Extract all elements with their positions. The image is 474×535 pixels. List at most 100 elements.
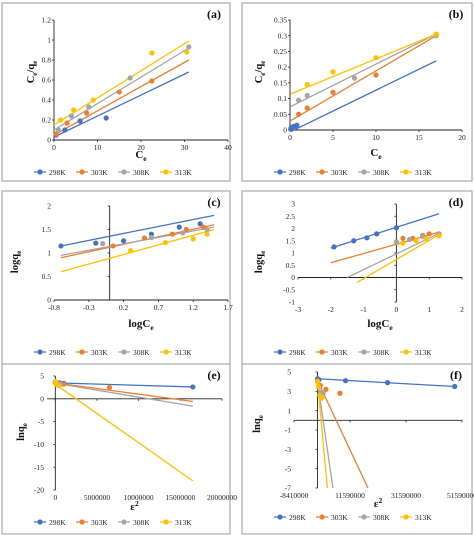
data-point-303K: [373, 72, 379, 78]
y-axis-label-part: e: [31, 73, 39, 76]
data-point-313K: [70, 107, 77, 113]
y-tick-label: 3: [291, 200, 295, 209]
data-point-298K: [77, 118, 83, 124]
x-tick-label: 10: [372, 133, 380, 142]
legend-label-308K: 308K: [373, 513, 390, 522]
x-axis-label: ε2: [374, 496, 383, 510]
y-tick-label: 0: [291, 273, 295, 282]
x-axis-label: logCe: [367, 318, 393, 332]
data-point-308K: [406, 236, 413, 243]
x-axis-label-sup: 2: [135, 499, 139, 508]
legend-label-303K: 303K: [331, 348, 348, 357]
x-tick-label: 51590000: [447, 491, 474, 500]
data-point-303K: [169, 231, 175, 237]
y-axis-label-part: e: [259, 251, 267, 254]
data-point-303K: [337, 390, 343, 396]
data-point-298K: [364, 235, 370, 241]
fit-line-298K: [330, 213, 440, 249]
x-axis-label-main: ε: [374, 498, 379, 510]
data-point-313K: [423, 236, 429, 242]
data-point-313K: [127, 248, 134, 254]
fit-line-298K: [290, 60, 437, 133]
x-tick-label: -0.8: [48, 303, 60, 312]
data-point-313K: [184, 49, 190, 55]
panel-label: (c): [207, 195, 220, 209]
data-point-313K: [304, 81, 310, 88]
y-tick-label: -1: [285, 426, 291, 435]
y-tick-label: 5: [287, 368, 291, 377]
data-point-308K: [68, 113, 74, 119]
y-tick-label: 3: [287, 387, 291, 396]
x-axis-label-main: C: [135, 149, 143, 161]
x-tick-label: 31590000: [391, 491, 421, 500]
x-axis-label-sub: e: [378, 152, 382, 161]
y-axis-label-part: logq: [254, 254, 265, 273]
data-point-298K: [93, 240, 99, 246]
x-tick-label: 15: [415, 133, 423, 142]
data-point-313K: [314, 379, 321, 385]
fit-line-308K: [60, 226, 215, 256]
data-point-303K: [84, 110, 90, 116]
data-point-303K: [116, 89, 122, 95]
y-tick-label: -3: [285, 445, 291, 454]
y-axis-label-part: e: [257, 415, 265, 418]
fit-line-303K: [53, 59, 190, 136]
data-point-303K: [64, 120, 70, 126]
panel-frame: [1, 363, 231, 535]
x-axis-label-sup: 2: [378, 496, 382, 505]
x-axis-label: Ce: [135, 149, 147, 163]
x-tick-label: 5: [331, 133, 335, 142]
legend-label-313K: 313K: [175, 518, 192, 527]
data-point-308K: [351, 75, 358, 81]
y-axis-label: Ce/qe: [254, 61, 267, 84]
x-tick-label: -3: [295, 305, 301, 314]
legend-label-303K: 303K: [331, 513, 348, 522]
y-tick-label: 0.1: [278, 94, 288, 103]
fit-line-303K: [290, 35, 437, 122]
panel-label: (a): [207, 7, 221, 21]
y-tick-label: 1.2: [42, 16, 52, 25]
x-tick-label: 10000000: [124, 493, 154, 502]
legend-label-308K: 308K: [373, 348, 390, 357]
y-tick-label: 0.15: [274, 78, 287, 87]
data-point-308K: [127, 75, 133, 81]
x-tick-label: 5000000: [84, 493, 111, 502]
data-point-308K: [100, 241, 106, 247]
legend-label-313K: 313K: [175, 348, 192, 357]
y-axis-label-part: lnq: [252, 418, 263, 433]
data-point-298K: [103, 115, 109, 121]
legend-label-313K: 313K: [415, 348, 432, 357]
x-axis-label-sub: e: [143, 154, 147, 163]
legend-label-303K: 303K: [91, 348, 108, 357]
panel-label: (e): [207, 368, 220, 382]
y-axis-label-part: e: [259, 61, 267, 64]
data-point-303K: [323, 386, 329, 392]
data-point-313K: [436, 233, 442, 239]
legend-label-308K: 308K: [133, 168, 150, 177]
y-tick-label: -7: [285, 484, 291, 493]
data-point-298K: [384, 380, 391, 386]
legend-label-313K: 313K: [175, 168, 192, 177]
panel-frame: [241, 363, 473, 535]
y-tick-label: -5: [285, 464, 291, 473]
y-axis-label: lnqe: [252, 415, 265, 433]
x-tick-label: 20: [458, 133, 466, 142]
y-tick-label: -20: [34, 486, 44, 495]
y-axis-label: lnqe: [16, 423, 29, 441]
y-tick-label: 0.8: [42, 56, 52, 65]
fit-line-298K: [55, 382, 193, 388]
panel-label: (f): [450, 368, 462, 382]
legend-label-298K: 298K: [49, 348, 66, 357]
y-axis-label-part: lnq: [16, 426, 27, 441]
y-axis-label: logqe: [254, 251, 267, 273]
y-tick-label: -1: [289, 298, 295, 307]
y-axis-label-part: C: [254, 76, 265, 84]
panel-frame: [241, 190, 473, 370]
y-tick-label: 1.5: [286, 236, 296, 245]
data-point-303K: [304, 105, 310, 111]
x-tick-label: 0.2: [119, 303, 129, 312]
data-point-303K: [400, 235, 406, 241]
y-tick-label: 0.35: [274, 16, 287, 25]
data-point-313K: [315, 383, 321, 390]
